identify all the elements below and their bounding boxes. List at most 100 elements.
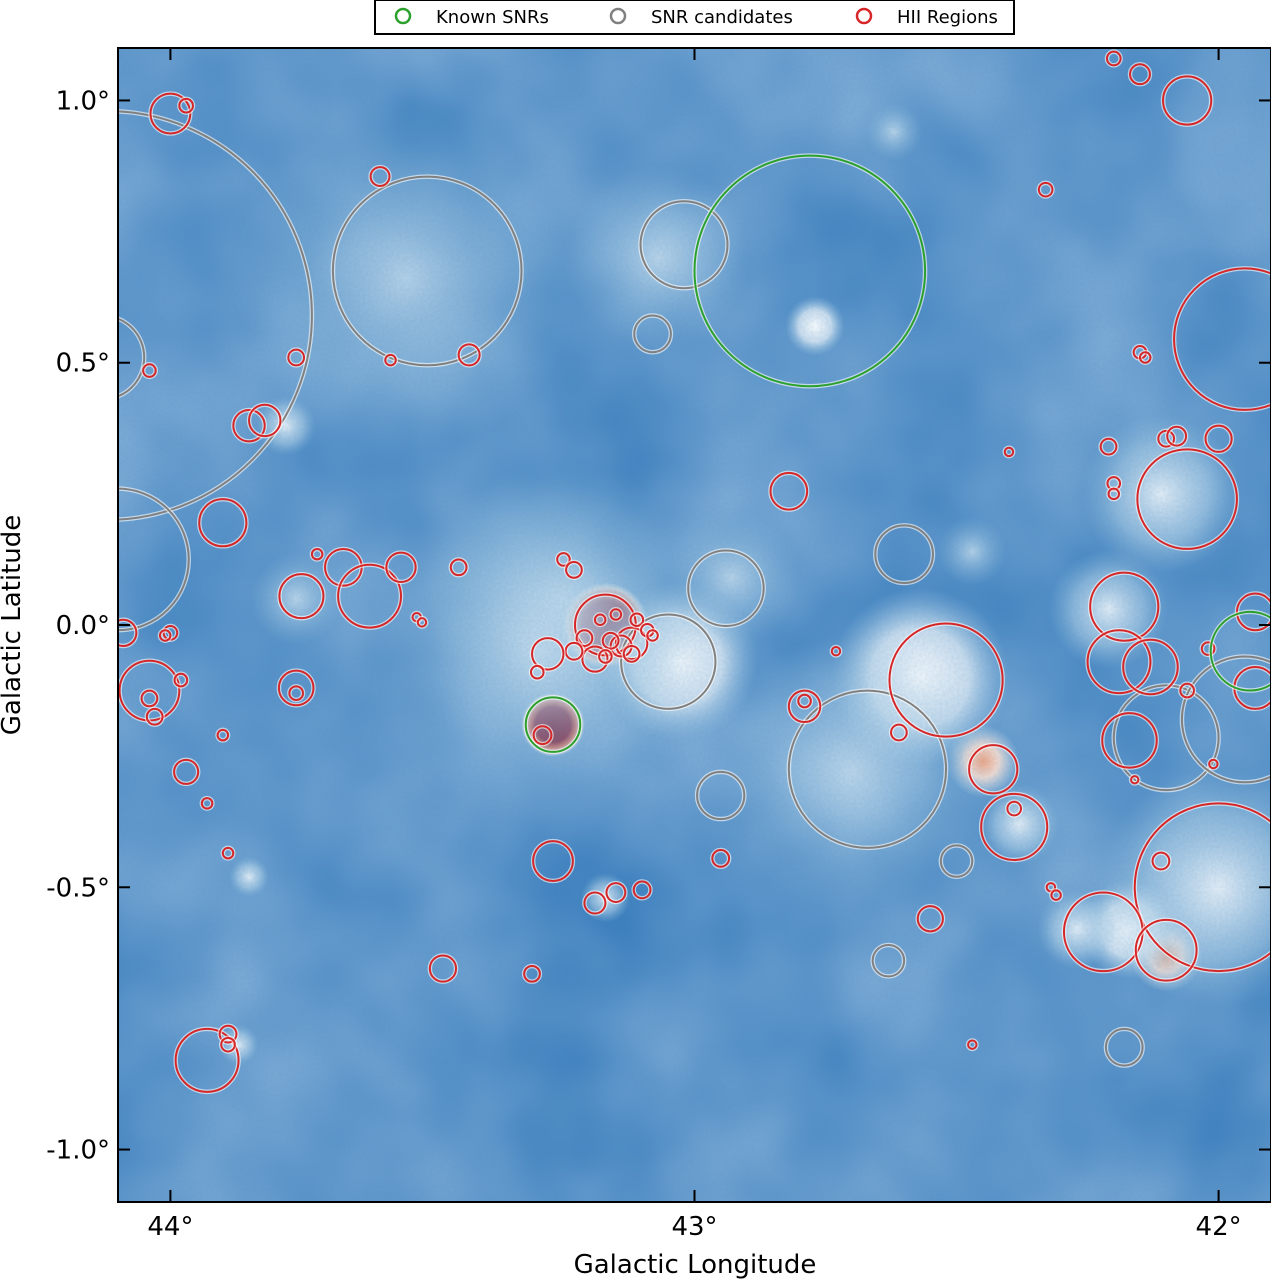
hii-regions-circle-93	[1101, 712, 1158, 769]
hii-regions-circle-60	[890, 723, 908, 742]
hii-regions-circle-101	[1050, 889, 1062, 901]
snr-candidates-circle-14	[1112, 684, 1220, 792]
snr-candidates-circle-6	[687, 549, 765, 628]
snr-candidates-circle-11	[939, 844, 974, 878]
y-tick-label-1: 0.5°	[56, 349, 110, 379]
hii-regions-circle-32	[523, 964, 541, 983]
legend-marker-known-snrs	[394, 7, 412, 25]
snr-candidates-circle-12	[871, 943, 906, 978]
x-tick-label-0: 44°	[147, 1212, 193, 1242]
hii-regions-circle-83	[1129, 63, 1151, 86]
hii-regions-circle-80	[1107, 487, 1121, 501]
known-snrs-circle-2	[1209, 610, 1271, 692]
hii-regions-circle-22	[140, 689, 159, 708]
y-tick-label-0: 1.0°	[56, 86, 110, 116]
hii-regions-circle-12	[278, 573, 325, 620]
hii-regions-circle-31	[428, 954, 458, 983]
hii-regions-circle-85	[1162, 75, 1213, 126]
x-tick-label-1: 43°	[671, 1212, 717, 1242]
hii-regions-circle-6	[142, 363, 157, 378]
hii-regions-circle-97	[1151, 851, 1171, 871]
hii-regions-circle-1	[178, 97, 194, 114]
snr-candidates-circle-10	[696, 770, 746, 821]
hii-regions-circle-4	[384, 353, 397, 367]
hii-regions-circle-66	[532, 840, 574, 882]
hii-regions-circle-68	[583, 891, 607, 915]
hii-regions-circle-59	[888, 622, 1004, 738]
hii-regions-circle-72	[1003, 446, 1015, 458]
hii-regions-circle-27	[216, 728, 230, 742]
hii-regions-circle-17	[416, 617, 428, 628]
hii-regions-circle-41	[601, 631, 620, 650]
hii-regions-circle-15	[449, 558, 468, 577]
hii-regions-circle-69	[632, 880, 652, 900]
hii-regions-circle-13	[337, 563, 403, 629]
hii-regions-circle-37	[565, 561, 583, 579]
hii-regions-circle-36	[556, 552, 571, 567]
hii-regions-circle-96	[1133, 802, 1271, 973]
y-tick-label-2: 0.0°	[56, 611, 110, 641]
axis-ticks: 44° 43° 42° 1.0° 0.5° 0.0° -0.5° -1.0°	[46, 48, 1271, 1242]
hii-regions-circle-50	[609, 608, 623, 621]
hii-regions-circle-8	[248, 403, 282, 438]
hii-regions-circle-54	[532, 725, 553, 746]
legend-label-hii-regions: HII Regions	[897, 7, 998, 28]
series-hii-regions	[118, 49, 1271, 1237]
hii-regions-circle-34	[218, 1024, 238, 1044]
snr-candidates-circle-1	[639, 200, 729, 290]
known-snrs-circle-0	[693, 154, 927, 388]
y-tick-label-3: -0.5°	[46, 873, 110, 903]
y-tick-label-4: -1.0°	[46, 1136, 110, 1166]
hii-regions-halo-102	[801, 1220, 818, 1237]
hii-regions-circle-86	[1089, 571, 1160, 642]
x-axis-label: Galactic Longitude	[574, 1250, 817, 1279]
hii-regions-circle-26	[288, 685, 305, 702]
hii-regions-circle-58	[797, 693, 812, 709]
hii-regions-circle-99	[1134, 918, 1198, 982]
hii-regions-circle-71	[1037, 181, 1054, 198]
hii-regions-circle-64	[916, 905, 944, 933]
snr-candidates-circle-3	[118, 110, 313, 521]
plot-area	[118, 48, 1271, 1237]
hii-regions-circle-20	[158, 629, 172, 642]
legend: Known SNRs SNR candidates HII Regions	[374, 0, 1015, 35]
snr-candidates-circle-9	[787, 689, 948, 849]
hii-regions-circle-81	[1136, 448, 1238, 550]
hii-regions-circle-61	[968, 744, 1019, 795]
hii-regions-circle-62	[980, 792, 1049, 861]
snr-candidates-circle-5	[118, 317, 146, 398]
hii-regions-circle-88	[1122, 638, 1179, 696]
hii-regions-circle-47	[646, 629, 659, 642]
hii-regions-circle-35	[220, 1036, 236, 1053]
hii-regions-circle-28	[173, 758, 200, 785]
hii-regions-circle-23	[145, 707, 164, 726]
hii-regions-circle-29	[200, 797, 214, 810]
hii-regions-circle-9	[198, 498, 248, 548]
snr-candidates-circle-7	[620, 613, 717, 710]
hii-regions-circle-42	[581, 645, 609, 673]
hii-regions-circle-94	[1208, 758, 1219, 770]
hii-regions-circle-44	[564, 641, 584, 661]
hii-regions-circle-45	[629, 612, 645, 628]
region-circles	[118, 49, 1271, 1237]
snr-candidates-circle-13	[1104, 1027, 1144, 1067]
legend-label-known-snrs: Known SNRs	[436, 7, 549, 28]
hii-regions-circle-48	[622, 644, 641, 663]
hii-regions-circle-78	[1204, 424, 1233, 453]
snr-candidates-circle-2	[633, 314, 672, 354]
hii-regions-circle-82	[1173, 267, 1271, 411]
hii-regions-circle-51	[598, 649, 613, 664]
hii-regions-circle-63	[1006, 800, 1023, 817]
hii-regions-circle-76	[1157, 429, 1176, 448]
legend-marker-hii-regions	[855, 7, 873, 25]
hii-regions-circle-53	[529, 664, 545, 680]
hii-regions-circle-49	[593, 613, 607, 626]
hii-regions-circle-52	[531, 637, 565, 671]
x-tick-label-2: 42°	[1196, 1212, 1242, 1242]
y-axis-label: Galactic Latitude	[0, 515, 27, 736]
hii-regions-circle-18	[118, 618, 138, 647]
hii-regions-circle-89	[1200, 641, 1216, 656]
hii-regions-circle-87	[1086, 629, 1152, 695]
snr-candidates-circle-0	[331, 175, 523, 367]
